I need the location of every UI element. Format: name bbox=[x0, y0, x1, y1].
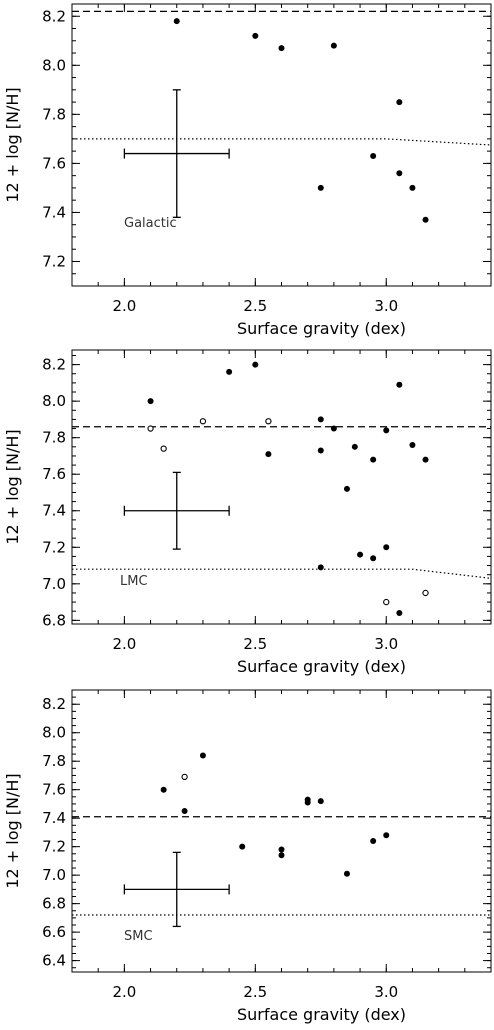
panel-smc: 2.0 2.5 3.0 6.4 6.6 6.8 7.0 7.2 7.4 7.6 7.8 8.0 8.2 S… bbox=[3, 689, 492, 1024]
data-point-open bbox=[147, 425, 154, 432]
data-point-filled bbox=[357, 551, 364, 558]
y-tick-label: 7.4 bbox=[42, 809, 66, 827]
data-point-filled bbox=[265, 451, 272, 458]
dotted-reference-line bbox=[72, 138, 492, 146]
y-tick-label: 8.2 bbox=[42, 356, 66, 374]
y-tick-label: 6.4 bbox=[42, 952, 66, 970]
y-axis-title: 12 + log [N/H] bbox=[3, 773, 22, 888]
x-tick-label: 3.0 bbox=[374, 297, 398, 315]
data-point-filled bbox=[370, 837, 377, 844]
data-point-filled bbox=[383, 832, 390, 839]
data-point-filled bbox=[317, 447, 324, 454]
panel-galactic: 2.0 2.5 3.0 7.2 7.4 7.6 7.8 8.0 8.2 Surface gravi… bbox=[3, 3, 492, 338]
data-point-filled bbox=[317, 798, 324, 805]
data-point-filled bbox=[383, 544, 390, 551]
dotted-reference-line bbox=[72, 568, 492, 579]
x-tick-label: 2.5 bbox=[243, 297, 267, 315]
y-tick-label: 7.8 bbox=[42, 752, 66, 770]
y-tick-label: 7.2 bbox=[42, 538, 66, 556]
data-point-filled bbox=[422, 456, 429, 463]
data-point-filled bbox=[317, 184, 324, 191]
data-point-filled bbox=[343, 870, 350, 877]
data-point-filled bbox=[304, 799, 311, 806]
data-point-filled bbox=[317, 564, 324, 571]
data-point-open bbox=[181, 773, 188, 781]
data-point-filled bbox=[343, 485, 350, 492]
data-point-filled bbox=[181, 808, 188, 815]
data-point-filled bbox=[396, 381, 403, 388]
data-point-filled bbox=[383, 427, 390, 434]
data-point-filled bbox=[396, 610, 403, 617]
data-point-filled bbox=[396, 99, 403, 106]
data-point-open bbox=[160, 445, 167, 452]
data-point-filled bbox=[396, 170, 403, 177]
data-point-filled bbox=[252, 32, 259, 39]
y-tick-label: 7.8 bbox=[42, 429, 66, 447]
y-tick-label: 7.2 bbox=[42, 252, 66, 270]
x-tick-label: 2.5 bbox=[243, 635, 267, 653]
x-tick-label: 3.0 bbox=[374, 983, 398, 1001]
x-axis-title: Surface gravity (dex) bbox=[237, 1005, 406, 1024]
x-tick-label: 2.0 bbox=[112, 983, 136, 1001]
y-tick-label: 7.8 bbox=[42, 105, 66, 123]
data-point-open bbox=[265, 418, 272, 425]
data-point-filled bbox=[278, 846, 285, 853]
y-tick-label: 8.0 bbox=[42, 724, 66, 742]
y-tick-label: 7.2 bbox=[42, 838, 66, 856]
data-point-open bbox=[422, 589, 429, 597]
data-point-filled bbox=[330, 42, 337, 49]
data-point-open bbox=[383, 598, 390, 606]
y-tick-label: 8.2 bbox=[42, 695, 66, 713]
data-point-filled bbox=[278, 852, 285, 859]
data-point-filled bbox=[409, 441, 416, 448]
data-point-filled bbox=[160, 786, 167, 793]
x-tick-label: 3.0 bbox=[374, 635, 398, 653]
data-point-filled bbox=[370, 456, 377, 463]
data-point-filled bbox=[330, 425, 337, 432]
data-point-open bbox=[199, 418, 207, 425]
x-tick-label: 2.0 bbox=[112, 635, 136, 653]
data-point-filled bbox=[317, 416, 324, 423]
y-tick-label: 8.0 bbox=[42, 56, 66, 74]
data-point-filled bbox=[226, 368, 233, 375]
y-tick-label: 6.8 bbox=[42, 611, 66, 629]
y-tick-label: 8.0 bbox=[42, 392, 66, 410]
x-tick-label: 2.0 bbox=[112, 297, 136, 315]
y-tick-label: 7.6 bbox=[42, 154, 66, 172]
y-axis-title: 12 + log [N/H] bbox=[3, 429, 22, 544]
panel-annotation: SMC bbox=[124, 929, 153, 944]
data-point-filled bbox=[199, 752, 206, 759]
data-point-filled bbox=[370, 555, 377, 562]
y-tick-label: 7.0 bbox=[42, 575, 66, 593]
data-point-filled bbox=[239, 843, 246, 850]
data-point-filled bbox=[278, 45, 285, 52]
data-point-filled bbox=[252, 361, 259, 368]
panel-annotation: Galactic bbox=[124, 216, 177, 231]
y-tick-label: 6.8 bbox=[42, 895, 66, 913]
data-point-filled bbox=[422, 216, 429, 223]
y-tick-label: 7.4 bbox=[42, 502, 66, 520]
data-point-filled bbox=[147, 398, 154, 405]
y-tick-label: 7.0 bbox=[42, 866, 66, 884]
x-axis-title: Surface gravity (dex) bbox=[237, 319, 406, 338]
y-tick-label: 6.6 bbox=[42, 923, 66, 941]
panel-lmc: 2.0 2.5 3.0 6.8 7.0 7.2 7.4 7.6 7.8 8.0 8.2 Surface… bbox=[3, 349, 492, 676]
x-axis-title: Surface gravity (dex) bbox=[237, 657, 406, 676]
panel-annotation: LMC bbox=[120, 574, 148, 589]
y-tick-label: 8.2 bbox=[42, 7, 66, 25]
y-tick-label: 7.6 bbox=[42, 781, 66, 799]
x-tick-label: 2.5 bbox=[243, 983, 267, 1001]
y-tick-label: 7.6 bbox=[42, 465, 66, 483]
y-axis-title: 12 + log [N/H] bbox=[3, 87, 22, 202]
data-point-filled bbox=[409, 184, 416, 191]
data-point-filled bbox=[351, 443, 358, 450]
data-point-filled bbox=[173, 18, 180, 25]
data-point-filled bbox=[370, 153, 377, 160]
y-tick-label: 7.4 bbox=[42, 203, 66, 221]
